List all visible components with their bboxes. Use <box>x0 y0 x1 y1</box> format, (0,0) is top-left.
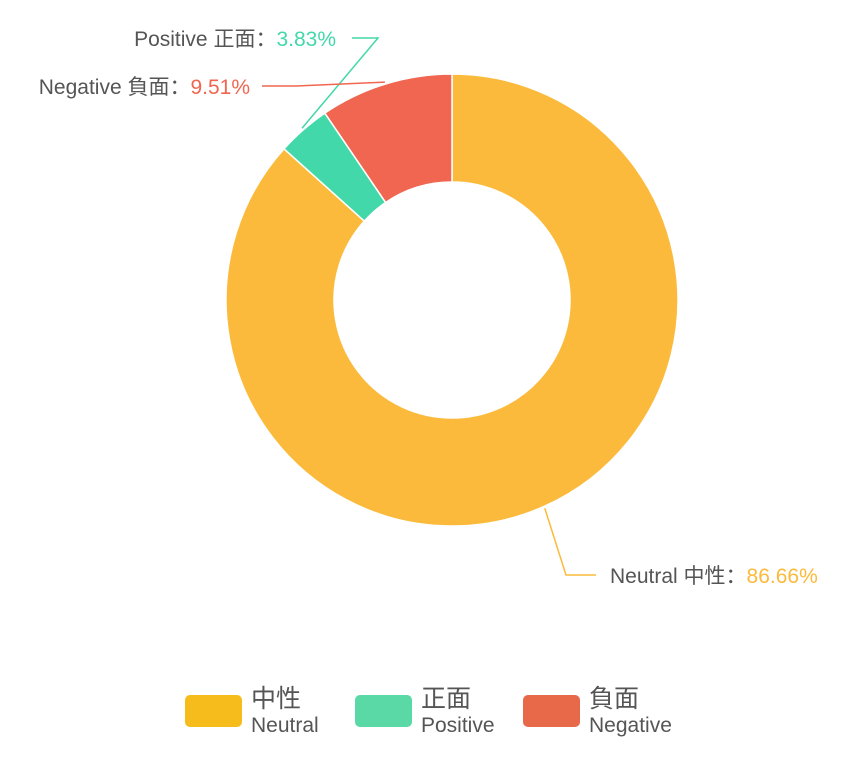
slice-label-value: 3.83% <box>276 28 336 51</box>
legend-label-cn: 中性 <box>251 685 301 713</box>
legend-label-en: Positive <box>421 714 495 737</box>
leader-line-negative <box>262 81 385 87</box>
slice-label-name: Negative 負面 <box>39 76 170 99</box>
leader-line-neutral <box>544 508 596 576</box>
slice-label-negative: Negative 負面：9.51% <box>39 76 250 99</box>
donut-slices <box>225 73 679 527</box>
leader-line-positive <box>301 37 380 129</box>
legend-label-cn: 正面 <box>421 685 471 713</box>
slice-label-value: 86.66% <box>747 565 818 588</box>
slice-label-name: Positive 正面 <box>134 28 255 51</box>
slice-negative <box>323 73 453 204</box>
leader-lines <box>262 37 596 576</box>
legend-swatch-positive <box>355 695 412 727</box>
legend-label-en: Neutral <box>251 714 319 737</box>
legend-label-cn: 負面 <box>589 685 639 713</box>
legend-swatch-neutral <box>185 695 242 727</box>
slice-label-separator: ： <box>255 28 276 51</box>
slice-label-name: Neutral 中性 <box>610 565 726 588</box>
legend-label-en: Negative <box>589 714 672 737</box>
slice-label-neutral: Neutral 中性：86.66% <box>610 565 818 588</box>
slice-label-separator: ： <box>169 76 190 99</box>
legend-swatch-negative <box>523 695 580 727</box>
slice-neutral <box>225 73 679 527</box>
slice-labels: Neutral 中性：86.66%Positive 正面：3.83%Negati… <box>39 28 818 588</box>
slice-label-separator: ： <box>726 565 747 588</box>
slice-label-positive: Positive 正面：3.83% <box>134 28 336 51</box>
slice-label-value: 9.51% <box>190 76 250 99</box>
